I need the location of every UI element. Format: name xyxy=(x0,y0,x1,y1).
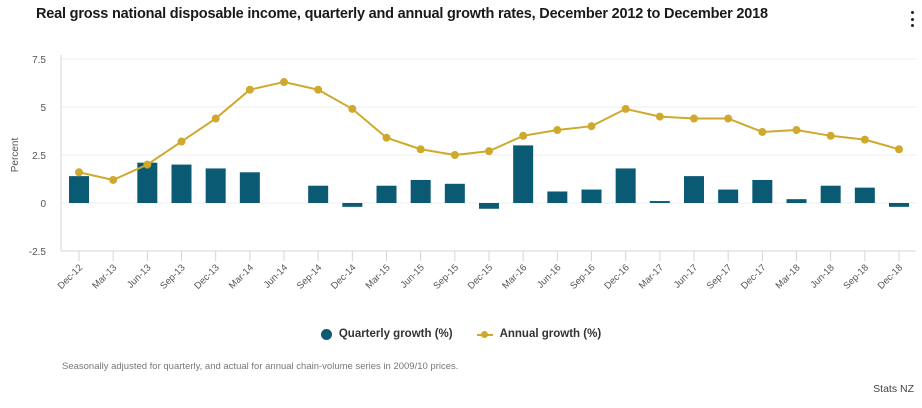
x-tick-label: Jun-18 xyxy=(808,262,836,290)
annual-growth-point xyxy=(587,122,596,131)
x-tick-label: Mar-17 xyxy=(637,262,666,291)
x-tick-label: Dec-13 xyxy=(192,262,221,291)
x-tick-label: Dec-15 xyxy=(466,262,495,291)
x-tick-label: Dec-17 xyxy=(739,262,768,291)
annual-growth-point xyxy=(177,137,186,146)
quarterly-bar xyxy=(889,203,909,207)
legend-item-quarterly[interactable]: Quarterly growth (%) xyxy=(320,328,453,340)
x-axis: Dec-12 Mar-13 Jun-13 Sep-13 Dec-13 Mar-14 Jun-… xyxy=(56,251,905,292)
chart-menu-button[interactable] xyxy=(907,9,917,29)
quarterly-bars xyxy=(69,145,909,209)
chart-title: Real gross national disposable income, q… xyxy=(36,6,768,22)
quarterly-bar xyxy=(137,162,158,203)
annual-growth-point xyxy=(553,126,562,135)
quarterly-bar xyxy=(171,164,192,203)
y-tick-label: 5 xyxy=(40,103,46,114)
x-tick-label: Sep-15 xyxy=(432,262,461,291)
quarterly-bar xyxy=(308,185,329,203)
kebab-menu-icon-dot xyxy=(910,24,914,27)
quarterly-bar xyxy=(513,145,534,203)
quarterly-bar xyxy=(684,176,704,203)
annual-growth-point xyxy=(485,147,493,156)
annual-growth-point xyxy=(655,112,664,121)
quarterly-bar xyxy=(820,185,841,203)
annual-growth-point xyxy=(416,145,425,154)
x-tick-label: Sep-16 xyxy=(568,262,597,291)
quarterly-bar xyxy=(581,189,602,203)
x-tick-label: Mar-18 xyxy=(774,262,803,291)
legend: Quarterly growth (%) Annual growth (%) xyxy=(0,328,922,340)
x-tick-label: Jun-17 xyxy=(672,262,700,290)
quarterly-bar xyxy=(649,201,670,203)
kebab-menu-icon xyxy=(910,11,914,14)
legend-label-annual: Annual growth (%) xyxy=(499,328,602,340)
y-axis: 7.5 5 2.5 0 -2.5 xyxy=(29,55,62,258)
quarterly-bar xyxy=(752,179,773,203)
quarterly-bar xyxy=(786,199,807,203)
x-tick-label: Jun-16 xyxy=(535,262,563,290)
x-tick-label: Sep-18 xyxy=(842,262,871,291)
annual-growth-point xyxy=(621,104,630,113)
footnote: Seasonally adjusted for quarterly, and a… xyxy=(62,361,459,372)
annual-growth-line xyxy=(78,81,900,182)
y-tick-label: -2.5 xyxy=(29,247,47,258)
x-tick-label: Jun-13 xyxy=(125,262,153,290)
annual-growth-point xyxy=(519,131,528,140)
annual-growth-point xyxy=(75,168,83,177)
legend-swatch-quarterly xyxy=(320,328,332,340)
y-tick-label: 2.5 xyxy=(32,151,46,162)
annual-growth-point xyxy=(826,131,835,140)
quarterly-bar xyxy=(479,203,499,209)
source-credit: Stats NZ xyxy=(873,383,914,395)
quarterly-bar xyxy=(547,191,568,203)
kebab-menu-icon-dot xyxy=(910,17,914,21)
annual-line xyxy=(75,78,903,184)
x-tick-label: Mar-15 xyxy=(364,262,393,291)
annual-growth-point xyxy=(450,151,459,159)
legend-swatch-annual xyxy=(476,329,493,340)
x-tick-label: Dec-16 xyxy=(602,262,631,291)
annual-growth-point xyxy=(143,160,152,169)
x-tick-label: Sep-14 xyxy=(295,262,324,291)
quarterly-bar xyxy=(239,172,260,203)
legend-item-annual[interactable]: Annual growth (%) xyxy=(476,328,602,340)
x-tick-label: Jun-15 xyxy=(398,262,426,290)
chart-plot: 7.552.50-2.5 Percent Dec-12 Mar-13 Jun-13 S… xyxy=(10,55,916,292)
annual-growth-point xyxy=(758,127,767,136)
annual-growth-point xyxy=(245,85,254,94)
quarterly-bar xyxy=(410,179,431,203)
annual-growth-point xyxy=(792,126,801,135)
y-axis-label: Percent xyxy=(10,138,21,173)
annual-growth-point xyxy=(109,175,118,184)
quarterly-bar xyxy=(615,168,636,203)
x-tick-label: Dec-14 xyxy=(329,262,358,291)
quarterly-bar xyxy=(854,187,875,203)
x-tick-label: Mar-16 xyxy=(500,262,529,291)
x-tick-label: Dec-12 xyxy=(56,262,85,291)
y-tick-label: 7.5 xyxy=(32,55,46,66)
quarterly-bar xyxy=(342,203,363,207)
annual-growth-point xyxy=(382,133,391,142)
y-tick-label: 0 xyxy=(40,199,46,210)
quarterly-bar xyxy=(444,183,465,203)
legend-label-quarterly: Quarterly growth (%) xyxy=(338,328,453,340)
x-tick-label: Dec-18 xyxy=(876,262,905,291)
annual-growth-point xyxy=(724,114,733,123)
annual-growth-point xyxy=(314,85,323,94)
x-tick-label: Sep-13 xyxy=(158,262,187,291)
x-tick-label: Jun-14 xyxy=(262,262,290,290)
annual-growth-point xyxy=(895,145,903,154)
x-tick-label: Mar-14 xyxy=(227,262,256,291)
quarterly-bar xyxy=(376,185,397,203)
annual-growth-point xyxy=(690,114,698,123)
annual-growth-point xyxy=(280,78,288,87)
annual-growth-point xyxy=(860,135,869,144)
annual-growth-point xyxy=(348,104,357,113)
quarterly-bar xyxy=(205,168,226,203)
x-tick-label: Mar-13 xyxy=(90,262,119,291)
quarterly-bar xyxy=(718,189,739,203)
annual-growth-point xyxy=(211,114,220,123)
x-tick-label: Sep-17 xyxy=(705,262,734,291)
quarterly-bar xyxy=(69,176,89,203)
